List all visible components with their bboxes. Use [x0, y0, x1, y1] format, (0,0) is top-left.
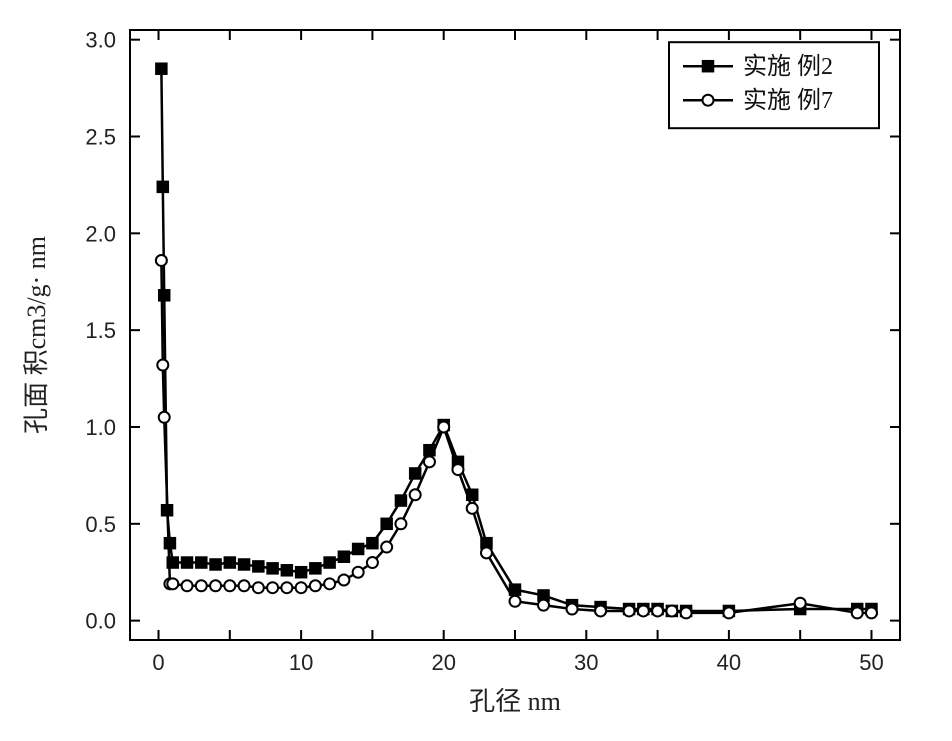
marker-square — [410, 468, 421, 479]
marker-square — [182, 557, 193, 568]
marker-circle — [795, 598, 806, 609]
marker-circle — [666, 605, 677, 616]
marker-square — [367, 538, 378, 549]
y-tick-label: 0.5 — [85, 512, 116, 537]
x-axis-label: 孔径 nm — [469, 687, 561, 716]
y-axis-label: 孔面 积cm3/g· nm — [22, 236, 51, 434]
marker-circle — [324, 578, 335, 589]
marker-circle — [157, 360, 168, 371]
legend-label: 实施 例7 — [743, 87, 833, 114]
marker-circle — [239, 580, 250, 591]
y-tick-label: 0.0 — [85, 609, 116, 634]
marker-circle — [624, 605, 635, 616]
marker-square — [267, 563, 278, 574]
marker-circle — [481, 547, 492, 558]
x-tick-label: 20 — [431, 650, 455, 675]
marker-circle — [452, 464, 463, 475]
marker-square — [703, 61, 714, 72]
marker-square — [157, 181, 168, 192]
y-tick-label: 3.0 — [85, 28, 116, 53]
marker-circle — [310, 580, 321, 591]
marker-circle — [866, 607, 877, 618]
marker-circle — [395, 518, 406, 529]
y-tick-label: 2.0 — [85, 221, 116, 246]
x-tick-label: 40 — [717, 650, 741, 675]
marker-square — [253, 561, 264, 572]
marker-square — [239, 559, 250, 570]
marker-circle — [159, 412, 170, 423]
marker-square — [338, 551, 349, 562]
marker-circle — [381, 542, 392, 553]
x-tick-label: 30 — [574, 650, 598, 675]
marker-circle — [156, 255, 167, 266]
marker-square — [324, 557, 335, 568]
marker-circle — [424, 456, 435, 467]
x-tick-label: 10 — [289, 650, 313, 675]
marker-circle — [567, 604, 578, 615]
legend: 实施 例2 实施 例7 — [669, 42, 879, 128]
marker-circle — [224, 580, 235, 591]
marker-circle — [703, 95, 714, 106]
chart-container: 0 10 20 30 40 50 0.0 0.5 1.0 1.5 2.0 2.5 3.0 孔径 nm 孔面 … — [0, 0, 952, 741]
marker-square — [296, 567, 307, 578]
marker-square — [224, 557, 235, 568]
marker-circle — [438, 421, 449, 432]
marker-circle — [296, 582, 307, 593]
marker-circle — [281, 582, 292, 593]
marker-square — [310, 563, 321, 574]
x-tick-label: 0 — [152, 650, 164, 675]
marker-circle — [253, 582, 264, 593]
y-tick-label: 1.5 — [85, 318, 116, 343]
marker-square — [196, 557, 207, 568]
marker-square — [159, 290, 170, 301]
legend-label: 实施 例2 — [743, 53, 833, 80]
marker-circle — [353, 567, 364, 578]
marker-square — [381, 518, 392, 529]
marker-circle — [196, 580, 207, 591]
marker-circle — [338, 574, 349, 585]
line-chart: 0 10 20 30 40 50 0.0 0.5 1.0 1.5 2.0 2.5 3.0 孔径 nm 孔面 … — [0, 0, 952, 741]
marker-square — [156, 63, 167, 74]
marker-circle — [467, 503, 478, 514]
marker-circle — [723, 607, 734, 618]
marker-circle — [210, 580, 221, 591]
marker-square — [353, 543, 364, 554]
marker-square — [164, 538, 175, 549]
marker-circle — [538, 600, 549, 611]
y-tick-label: 1.0 — [85, 415, 116, 440]
y-tick-label: 2.5 — [85, 125, 116, 150]
marker-circle — [167, 578, 178, 589]
marker-circle — [182, 580, 193, 591]
marker-circle — [510, 596, 521, 607]
marker-circle — [681, 607, 692, 618]
marker-circle — [852, 607, 863, 618]
marker-square — [395, 495, 406, 506]
marker-circle — [267, 582, 278, 593]
x-tick-label: 50 — [859, 650, 883, 675]
marker-circle — [410, 489, 421, 500]
marker-circle — [595, 605, 606, 616]
marker-square — [210, 559, 221, 570]
marker-circle — [652, 605, 663, 616]
marker-circle — [367, 557, 378, 568]
marker-circle — [638, 605, 649, 616]
marker-square — [281, 565, 292, 576]
